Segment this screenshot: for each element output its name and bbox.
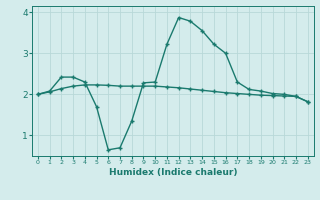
X-axis label: Humidex (Indice chaleur): Humidex (Indice chaleur) — [108, 168, 237, 177]
